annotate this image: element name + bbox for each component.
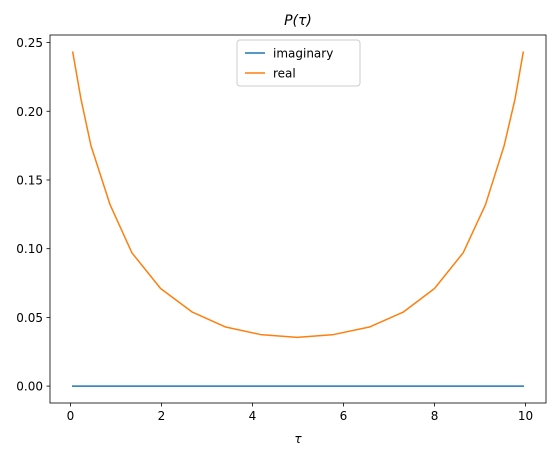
y-tick-label: 0.25 — [16, 36, 43, 50]
chart-title: P(τ) — [284, 13, 312, 29]
x-tick-label: 2 — [158, 409, 166, 423]
y-tick-label: 0.20 — [16, 105, 43, 119]
x-axis-label: τ — [294, 432, 302, 446]
x-tick-label: 4 — [249, 409, 257, 423]
x-tick-label: 0 — [67, 409, 75, 423]
y-tick-label: 0.15 — [16, 173, 43, 187]
legend-box — [236, 39, 361, 87]
legend: imaginary real — [236, 39, 361, 87]
legend-label-real: real — [273, 67, 296, 81]
y-tick-label: 0.05 — [16, 311, 43, 325]
x-tick-label: 6 — [340, 409, 348, 423]
axes-frame — [49, 34, 547, 404]
series-line-real — [71, 51, 525, 339]
y-axis: 0.00 0.05 0.10 0.15 0.20 0.25 — [16, 36, 50, 394]
y-tick-label: 0.00 — [16, 380, 43, 394]
plot-area — [49, 34, 547, 404]
y-tick-label: 0.10 — [16, 242, 43, 256]
x-axis: 0 2 4 6 8 10 — [67, 403, 533, 423]
x-tick-label: 10 — [518, 409, 533, 423]
legend-label-imaginary: imaginary — [273, 47, 333, 61]
x-tick-label: 8 — [431, 409, 439, 423]
